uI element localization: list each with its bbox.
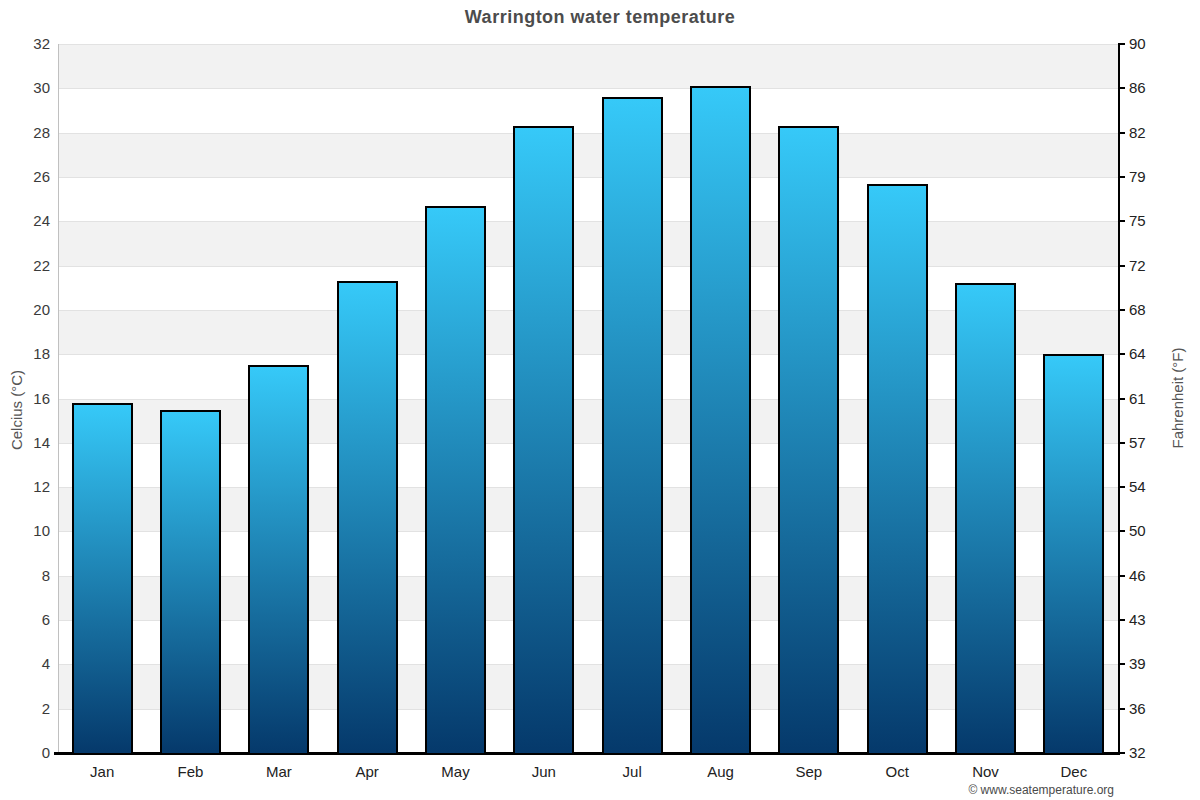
celsius-tick-0: 0 xyxy=(4,744,50,762)
bar-dec xyxy=(1043,354,1104,753)
fahrenheit-tick-36: 36 xyxy=(1129,700,1175,718)
x-tick-label-mar: Mar xyxy=(249,763,309,780)
celsius-tick-2: 2 xyxy=(4,700,50,718)
right-axis-tick xyxy=(1118,530,1125,532)
right-axis-tick xyxy=(1118,575,1125,577)
plot-band xyxy=(58,177,1118,221)
fahrenheit-tick-43: 43 xyxy=(1129,611,1175,629)
celsius-tick-4: 4 xyxy=(4,655,50,673)
fahrenheit-tick-32: 32 xyxy=(1129,744,1175,762)
right-axis-tick xyxy=(1118,442,1125,444)
bar-aug xyxy=(690,86,751,753)
right-axis-tick xyxy=(1118,309,1125,311)
fahrenheit-tick-57: 57 xyxy=(1129,434,1175,452)
bar-nov xyxy=(955,283,1016,753)
celsius-tick-26: 26 xyxy=(4,168,50,186)
celsius-tick-12: 12 xyxy=(4,478,50,496)
right-axis-tick xyxy=(1118,265,1125,267)
plot-band xyxy=(58,44,1118,88)
celsius-tick-8: 8 xyxy=(4,567,50,585)
bar-oct xyxy=(867,184,928,753)
bar-feb xyxy=(160,410,221,753)
bar-jun xyxy=(513,126,574,753)
left-axis-line xyxy=(58,44,59,753)
fahrenheit-tick-86: 86 xyxy=(1129,79,1175,97)
celsius-tick-16: 16 xyxy=(4,390,50,408)
fahrenheit-tick-50: 50 xyxy=(1129,522,1175,540)
fahrenheit-tick-82: 82 xyxy=(1129,124,1175,142)
right-axis-tick xyxy=(1118,87,1125,89)
fahrenheit-tick-54: 54 xyxy=(1129,478,1175,496)
bar-may xyxy=(425,206,486,753)
fahrenheit-tick-79: 79 xyxy=(1129,168,1175,186)
x-tick-label-jul: Jul xyxy=(602,763,662,780)
celsius-tick-32: 32 xyxy=(4,35,50,53)
celsius-tick-20: 20 xyxy=(4,301,50,319)
right-axis-tick xyxy=(1118,398,1125,400)
x-tick-label-feb: Feb xyxy=(161,763,221,780)
gridline xyxy=(58,266,1118,267)
right-axis-tick xyxy=(1118,176,1125,178)
fahrenheit-tick-75: 75 xyxy=(1129,212,1175,230)
right-axis-tick xyxy=(1118,752,1125,754)
chart-title: Warrington water temperature xyxy=(0,7,1200,28)
x-tick-label-jan: Jan xyxy=(72,763,132,780)
x-tick-label-oct: Oct xyxy=(867,763,927,780)
fahrenheit-tick-72: 72 xyxy=(1129,257,1175,275)
right-axis-tick xyxy=(1118,486,1125,488)
celsius-tick-18: 18 xyxy=(4,345,50,363)
x-tick-label-sep: Sep xyxy=(779,763,839,780)
right-axis-tick xyxy=(1118,132,1125,134)
celsius-tick-6: 6 xyxy=(4,611,50,629)
bar-mar xyxy=(248,365,309,753)
x-tick-label-may: May xyxy=(426,763,486,780)
x-tick-label-nov: Nov xyxy=(956,763,1016,780)
right-axis-tick xyxy=(1118,708,1125,710)
right-axis-tick xyxy=(1118,353,1125,355)
water-temperature-chart: Warrington water temperature Celcius (°C… xyxy=(0,0,1200,800)
celsius-tick-28: 28 xyxy=(4,124,50,142)
celsius-tick-14: 14 xyxy=(4,434,50,452)
right-axis-tick xyxy=(1118,220,1125,222)
bar-jul xyxy=(602,97,663,753)
bar-apr xyxy=(337,281,398,753)
gridline xyxy=(58,221,1118,222)
plot-band xyxy=(58,133,1118,177)
celsius-tick-30: 30 xyxy=(4,79,50,97)
celsius-tick-10: 10 xyxy=(4,522,50,540)
gridline xyxy=(58,177,1118,178)
fahrenheit-tick-61: 61 xyxy=(1129,390,1175,408)
fahrenheit-tick-90: 90 xyxy=(1129,35,1175,53)
celsius-tick-22: 22 xyxy=(4,257,50,275)
bar-jan xyxy=(72,403,133,753)
x-tick-label-aug: Aug xyxy=(691,763,751,780)
fahrenheit-tick-39: 39 xyxy=(1129,655,1175,673)
x-tick-label-jun: Jun xyxy=(514,763,574,780)
copyright-link[interactable]: © www.seatemperature.org xyxy=(968,783,1114,797)
right-axis-tick xyxy=(1118,43,1125,45)
fahrenheit-tick-68: 68 xyxy=(1129,301,1175,319)
fahrenheit-tick-64: 64 xyxy=(1129,345,1175,363)
gridline xyxy=(58,44,1118,45)
bar-sep xyxy=(778,126,839,753)
gridline xyxy=(58,133,1118,134)
celsius-tick-24: 24 xyxy=(4,212,50,230)
gridline xyxy=(58,88,1118,89)
plot-band xyxy=(58,221,1118,265)
right-axis-tick xyxy=(1118,619,1125,621)
x-tick-label-dec: Dec xyxy=(1044,763,1104,780)
fahrenheit-tick-46: 46 xyxy=(1129,567,1175,585)
plot-band xyxy=(58,88,1118,132)
x-tick-label-apr: Apr xyxy=(337,763,397,780)
right-axis-tick xyxy=(1118,663,1125,665)
